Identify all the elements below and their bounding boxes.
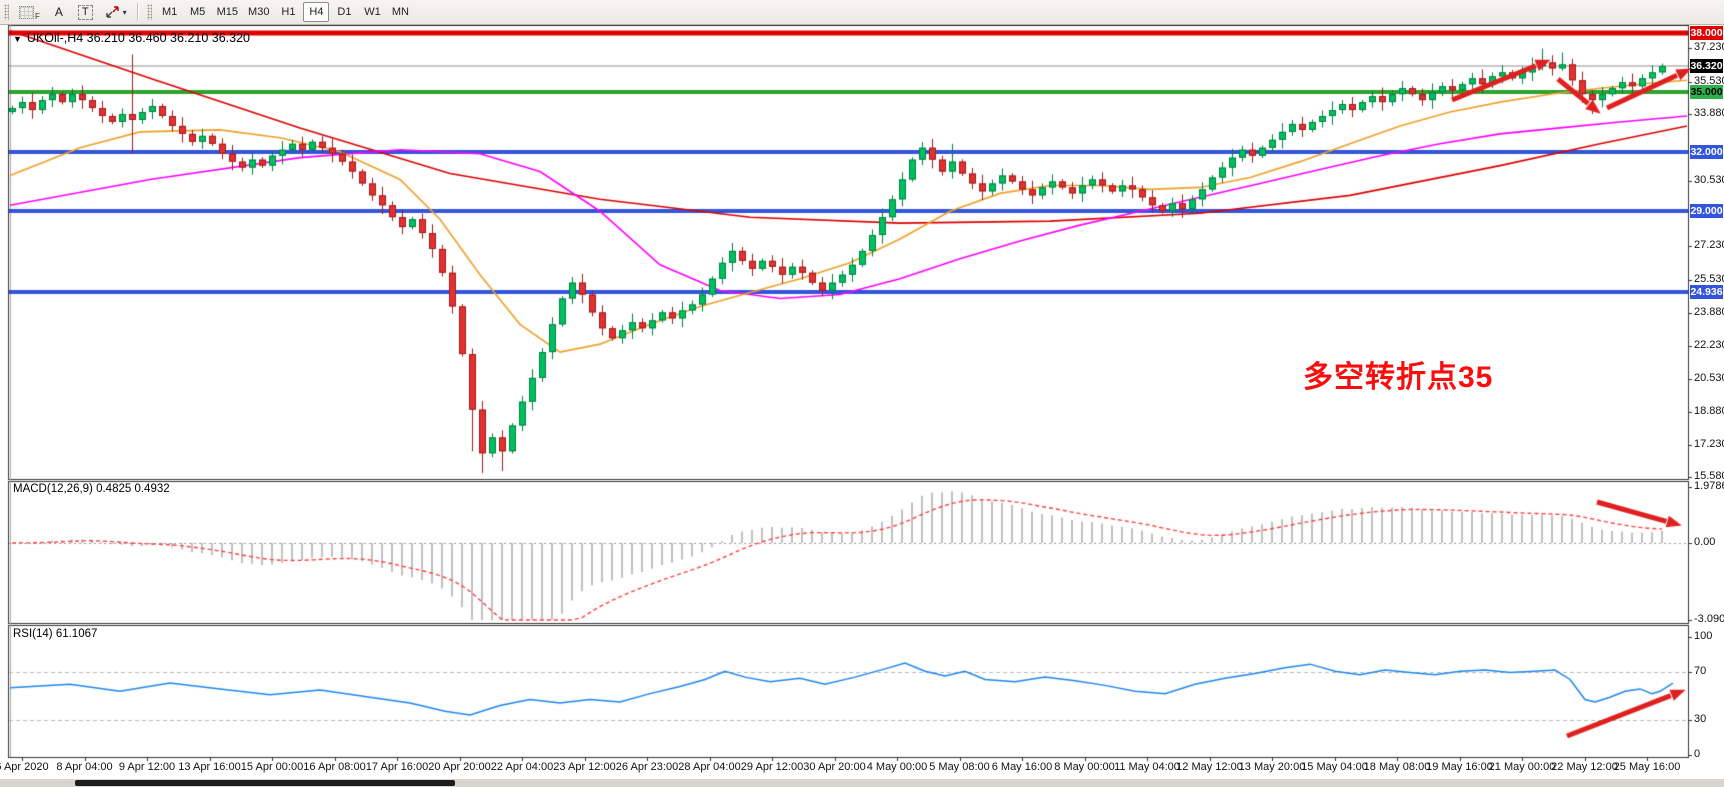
text-label-button[interactable]: A (47, 2, 71, 23)
timeframe-button-m1[interactable]: M1 (157, 2, 183, 22)
diagonal-arrows-icon (105, 6, 119, 18)
scrollbar-handle[interactable] (75, 780, 455, 786)
dropdown-caret-icon: ▾ (122, 7, 127, 17)
grid-icon-label: F (35, 11, 40, 21)
timeframe-button-d1[interactable]: D1 (331, 2, 357, 22)
horizontal-scrollbar[interactable] (0, 779, 1724, 787)
timeframe-group: M1 M5 M15 M30 H1 H4 D1 W1 MN (156, 2, 415, 22)
timeframe-button-h1[interactable]: H1 (275, 2, 301, 22)
chart-canvas[interactable] (0, 25, 1724, 779)
expert-grid-button[interactable]: F (14, 2, 45, 23)
text-label-icon: A (54, 5, 63, 19)
timeframe-button-m15[interactable]: M15 (213, 2, 242, 22)
timeframe-button-h4[interactable]: H4 (303, 2, 330, 22)
toolbar-separator (136, 3, 139, 21)
timeframe-button-m5[interactable]: M5 (185, 2, 211, 22)
text-box-icon: T (77, 4, 93, 20)
timeframe-button-mn[interactable]: MN (387, 2, 413, 22)
text-box-button[interactable]: T (73, 2, 98, 23)
toolbar: F A T ▾ M1 M5 M15 M30 H1 H4 D1 W1 MN (0, 0, 1724, 25)
arrows-tool-button[interactable]: ▾ (100, 2, 132, 23)
grid-icon (19, 5, 34, 19)
timeframe-button-m30[interactable]: M30 (244, 2, 273, 22)
timeframe-drag-handle[interactable] (146, 4, 152, 20)
timeframe-button-w1[interactable]: W1 (359, 2, 385, 22)
toolbar-drag-handle[interactable] (4, 4, 9, 20)
